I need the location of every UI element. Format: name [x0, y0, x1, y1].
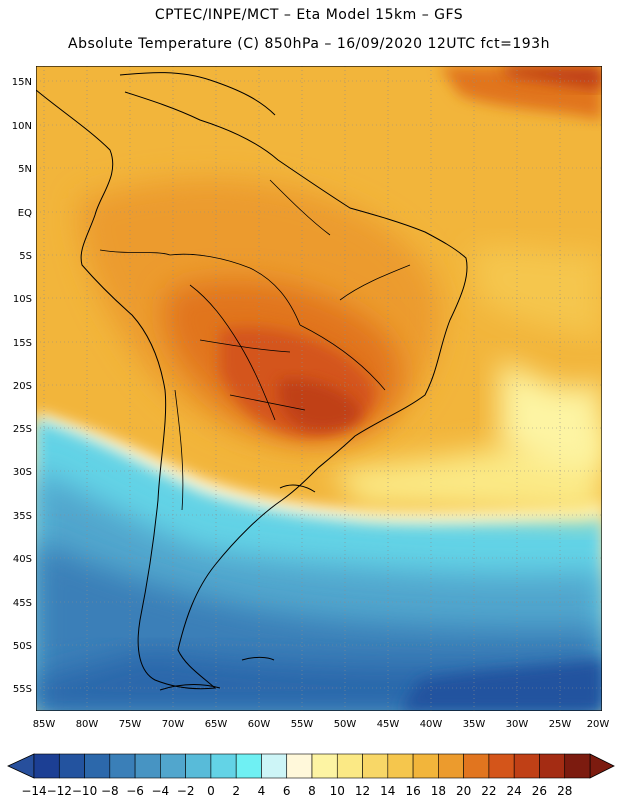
colorbar-swatch — [336, 753, 363, 779]
lat-label: 10S — [13, 294, 32, 305]
lat-label: 15S — [13, 338, 32, 349]
title-field: Absolute Temperature (C) 850hPa – 16/09/… — [68, 36, 550, 52]
colorbar-label: 18 — [431, 784, 446, 798]
colorbar-swatch — [261, 753, 288, 779]
colorbar-swatch — [564, 753, 591, 779]
lat-label: 50S — [13, 641, 32, 652]
colorbar-swatch — [235, 753, 262, 779]
colorbar-label: 26 — [532, 784, 547, 798]
lon-label: 25W — [549, 719, 572, 730]
colorbar-swatch — [58, 753, 85, 779]
lat-label: 20S — [13, 381, 32, 392]
colorbar-label: −6 — [126, 784, 144, 798]
colorbar-under-arrow — [7, 753, 35, 779]
colorbar-label: 16 — [405, 784, 420, 798]
colorbar-label: 8 — [308, 784, 316, 798]
colorbar-swatch — [362, 753, 389, 779]
colorbar-swatch — [33, 753, 60, 779]
colorbar-label: −4 — [152, 784, 170, 798]
lat-label: EQ — [18, 208, 32, 219]
lon-label: 35W — [463, 719, 486, 730]
colorbar-label: −10 — [72, 784, 97, 798]
colorbar-label: 20 — [456, 784, 471, 798]
colorbar-label: 0 — [207, 784, 215, 798]
colorbar-swatch — [311, 753, 338, 779]
lon-label: 65W — [205, 719, 228, 730]
colorbar-label: −8 — [101, 784, 119, 798]
colorbar: −14 −12 −10 −8 −6 −4 −2 0 2 4 6 8 10 12 14 16 18 20 22 24 26… — [7, 753, 615, 798]
colorbar-swatch — [488, 753, 515, 779]
lat-label: 40S — [13, 554, 32, 565]
colorbar-swatch — [134, 753, 161, 779]
colorbar-swatch — [438, 753, 464, 779]
lon-label: 70W — [162, 719, 185, 730]
lon-label: 40W — [420, 719, 443, 730]
longitude-labels: 85W 80W 75W 70W 65W 60W 55W 50W 45W 40W … — [33, 719, 610, 730]
colorbar-label: 2 — [232, 784, 240, 798]
lon-label: 75W — [119, 719, 142, 730]
country-borders — [99, 179, 411, 511]
colorbar-label: −14 — [21, 784, 46, 798]
colorbar-label: 6 — [283, 784, 291, 798]
colorbar-swatch — [463, 753, 490, 779]
colorbar-swatch — [412, 753, 439, 779]
colorbar-label: 12 — [355, 784, 370, 798]
title-model: CPTEC/INPE/MCT – Eta Model 15km – GFS — [154, 7, 464, 23]
lat-label: 30S — [13, 467, 32, 478]
lon-label: 45W — [377, 719, 400, 730]
colorbar-swatch — [513, 753, 540, 779]
colorbar-swatch — [387, 753, 414, 779]
lon-label: 30W — [506, 719, 529, 730]
lon-label: 60W — [248, 719, 271, 730]
temperature-field — [36, 66, 602, 711]
colorbar-swatch — [210, 753, 237, 779]
colorbar-label: 28 — [557, 784, 572, 798]
lon-label: 85W — [33, 719, 56, 730]
coastline — [36, 72, 468, 691]
lat-label: 15N — [12, 77, 32, 88]
lat-label: 10N — [12, 121, 32, 132]
colorbar-swatch — [160, 753, 186, 779]
colorbar-label: 4 — [258, 784, 266, 798]
colorbar-swatch — [84, 753, 111, 779]
lat-label: 45S — [13, 598, 32, 609]
latitude-labels: 15N 10N 5N EQ 5S 10S 15S 20S 25S 30S 35S… — [12, 77, 32, 695]
colorbar-over-arrow — [589, 753, 615, 779]
colorbar-label: −12 — [47, 784, 72, 798]
colorbar-label: 10 — [330, 784, 345, 798]
lon-label: 20W — [587, 719, 610, 730]
lat-label: 25S — [13, 424, 32, 435]
lat-label: 5N — [18, 164, 32, 175]
lon-label: 80W — [76, 719, 99, 730]
colorbar-label: 24 — [507, 784, 522, 798]
lon-label: 55W — [291, 719, 314, 730]
colorbar-label: 14 — [380, 784, 395, 798]
lat-label: 5S — [19, 251, 32, 262]
colorbar-swatch — [185, 753, 212, 779]
colorbar-swatch — [109, 753, 136, 779]
lon-label: 50W — [334, 719, 357, 730]
colorbar-swatch — [286, 753, 313, 779]
lat-label: 55S — [13, 684, 32, 695]
colorbar-label: −2 — [177, 784, 195, 798]
colorbar-label: 22 — [481, 784, 496, 798]
lat-label: 35S — [13, 511, 32, 522]
colorbar-swatch — [539, 753, 566, 779]
